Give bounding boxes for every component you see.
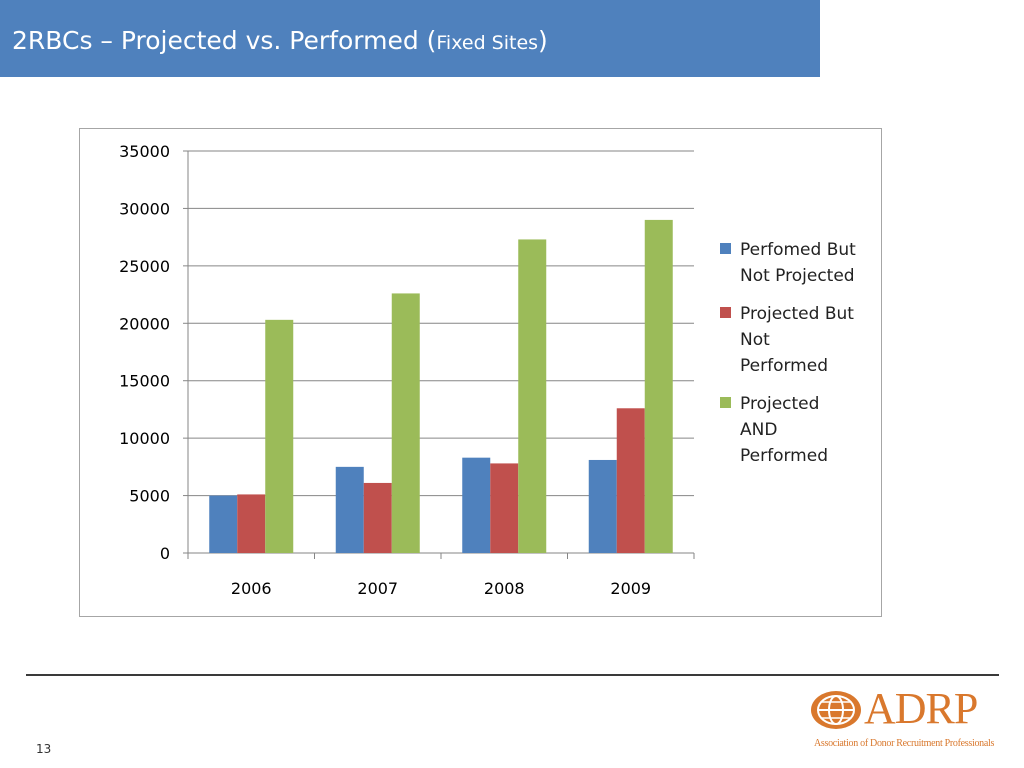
bar-2007-series-1 bbox=[335, 466, 364, 553]
bar-2007-series-2 bbox=[363, 482, 392, 553]
x-category-label: 2007 bbox=[357, 579, 398, 598]
bar-2006-series-3 bbox=[265, 319, 294, 553]
bar-2006-series-2 bbox=[237, 494, 266, 553]
slide-title: 2RBCs – Projected vs. Performed (Fixed S… bbox=[12, 24, 548, 60]
bar-2008-series-2 bbox=[490, 463, 519, 553]
legend-swatch bbox=[720, 397, 731, 408]
bar-2009-series-2 bbox=[616, 408, 645, 553]
y-tick-label: 35000 bbox=[119, 142, 170, 161]
y-tick-label: 0 bbox=[160, 544, 170, 563]
logo-subtitle: Association of Donor Recruitment Profess… bbox=[814, 738, 995, 749]
legend-item: Projected But Not Performed bbox=[720, 301, 860, 379]
bar-2008-series-3 bbox=[518, 239, 547, 553]
y-tick-label: 30000 bbox=[119, 199, 170, 218]
legend-item: Projected AND Performed bbox=[720, 391, 860, 469]
y-tick-label: 5000 bbox=[129, 487, 170, 506]
y-tick-label: 20000 bbox=[119, 314, 170, 333]
legend-label: Projected AND Performed bbox=[740, 394, 828, 466]
title-bar: 2RBCs – Projected vs. Performed (Fixed S… bbox=[0, 0, 820, 77]
bar-2008-series-1 bbox=[462, 457, 491, 553]
bar-chart: 0 5000 10000 15000 20000 25000 30000 35000 2006 2… bbox=[119, 142, 695, 598]
slide-title-subtitle: Fixed Sites bbox=[436, 32, 539, 54]
x-category-label: 2006 bbox=[231, 579, 272, 598]
bar-2009-series-1 bbox=[588, 459, 617, 553]
chart-frame: 0 5000 10000 15000 20000 25000 30000 35000 2006 2… bbox=[79, 128, 882, 617]
bar-2009-series-3 bbox=[644, 219, 673, 553]
page-number: 13 bbox=[36, 742, 52, 756]
chart-legend: Perfomed But Not Projected Projected But … bbox=[720, 237, 860, 481]
y-tick-label: 25000 bbox=[119, 257, 170, 276]
legend-label: Perfomed But Not Projected bbox=[740, 240, 856, 286]
bar-2006-series-1 bbox=[209, 495, 238, 553]
legend-label: Projected But Not Performed bbox=[740, 304, 854, 376]
legend-swatch bbox=[720, 243, 731, 254]
y-tick-label: 15000 bbox=[119, 372, 170, 391]
adrp-logo: ADRP Association of Donor Recruitment Pr… bbox=[806, 682, 1002, 754]
slide-title-main: 2RBCs – Projected vs. Performed ( bbox=[12, 26, 437, 55]
bar-2007-series-3 bbox=[391, 293, 420, 553]
globe-icon bbox=[811, 691, 861, 729]
y-tick-label: 10000 bbox=[119, 429, 170, 448]
logo-text: ADRP bbox=[864, 684, 978, 733]
slide-title-close: ) bbox=[538, 26, 548, 55]
legend-item: Perfomed But Not Projected bbox=[720, 237, 860, 289]
x-category-label: 2008 bbox=[484, 579, 525, 598]
legend-swatch bbox=[720, 307, 731, 318]
footer-divider bbox=[26, 674, 999, 676]
x-category-label: 2009 bbox=[610, 579, 651, 598]
